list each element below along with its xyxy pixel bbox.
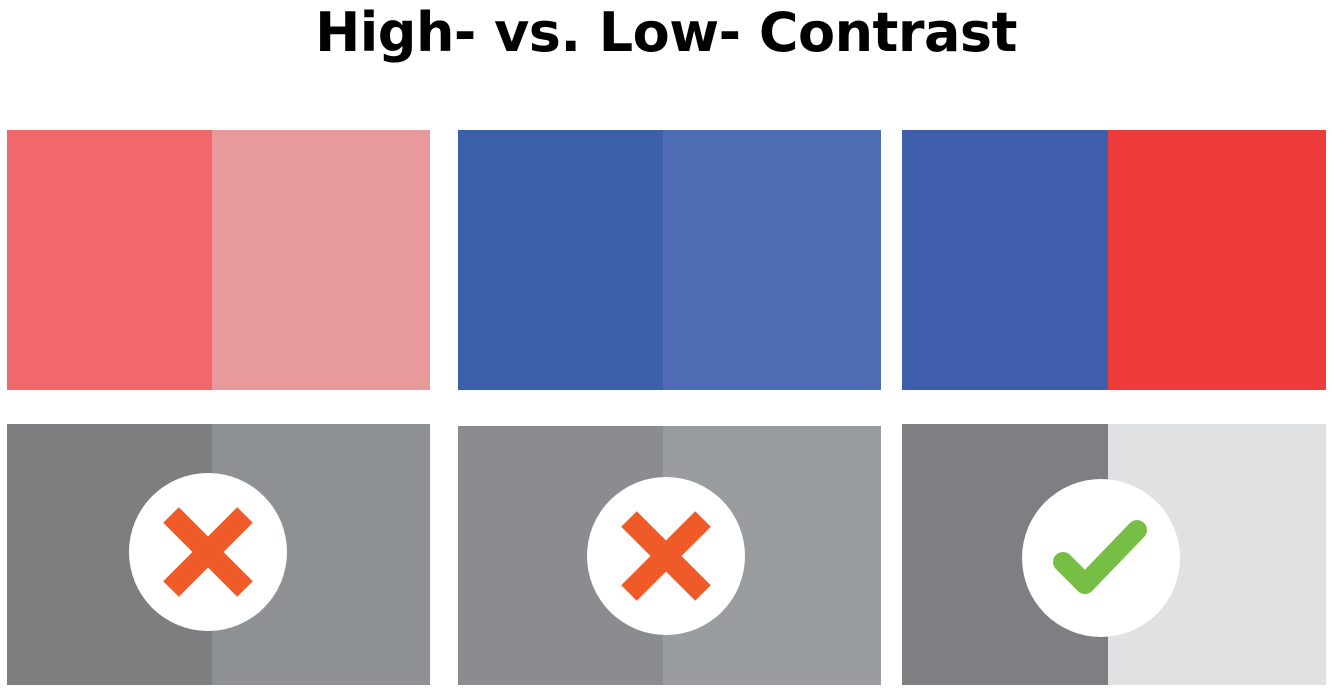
swatch-left [458,130,663,390]
color-pair-1 [7,130,430,390]
x-icon [163,507,253,597]
swatch-left [7,130,212,390]
grayscale-pair-3 [902,424,1326,685]
swatch-right [663,130,881,390]
swatch-left [902,130,1108,390]
x-icon [621,511,711,601]
fail-badge [587,477,745,635]
checkmark-icon [1053,520,1147,594]
page-title: High- vs. Low- Contrast [315,1,1017,64]
fail-badge [129,473,287,631]
pass-badge [1022,479,1180,637]
swatch-right [1108,130,1326,390]
color-pair-3 [902,130,1326,390]
swatch-right [212,130,430,390]
color-pair-2 [458,130,881,390]
